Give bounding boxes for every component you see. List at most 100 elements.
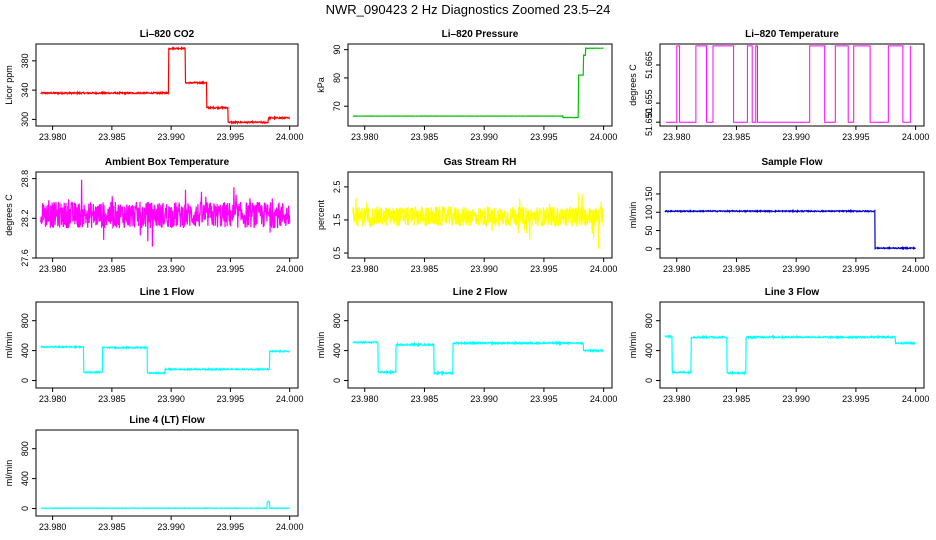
x-tick-label: 24.000: [902, 132, 930, 142]
y-tick-label: 800: [644, 313, 654, 328]
x-tick-label: 23.995: [217, 132, 245, 142]
figure-title: NWR_090423 2 Hz Diagnostics Zoomed 23.5–…: [325, 2, 611, 17]
series-line: [352, 192, 605, 249]
panel-temperature: Li–820 Temperature 23.980 23.985 23.990 23.9…: [628, 29, 929, 142]
x-tick-label: 23.985: [98, 264, 126, 274]
plot-frame: [35, 429, 299, 517]
y-tick-label: 340: [20, 83, 30, 98]
panel-co2: Li–820 CO2 23.980 23.985 23.990 23.995 24.000…: [4, 29, 303, 142]
y-tick-label: 2.5: [332, 181, 342, 194]
x-tick-label: 23.980: [39, 132, 67, 142]
panel-title: Li–820 Temperature: [745, 29, 839, 40]
y-tick-label: 28.8: [20, 170, 30, 188]
x-tick-label: 24.000: [276, 522, 304, 532]
y-tick-label: 70: [332, 101, 342, 111]
x-tick-label: 23.995: [530, 394, 558, 404]
series-line: [666, 45, 911, 123]
x-tick-label: 24.000: [902, 264, 930, 274]
y-tick-label: 0: [332, 378, 342, 383]
y-tick-label: 50: [644, 226, 654, 236]
series-line: [352, 340, 604, 377]
y-tick-label: 51.650: [644, 108, 654, 136]
x-tick-label: 24.000: [902, 394, 930, 404]
x-tick-label: 23.995: [530, 132, 558, 142]
series-line: [40, 344, 290, 375]
plot-frame: [347, 301, 613, 389]
y-tick-label: 51.665: [644, 51, 654, 79]
plot-frame: [659, 301, 925, 389]
y-tick-label: 28.2: [20, 210, 30, 228]
panel-ambient: Ambient Box Temperature 23.980 23.985 23.99…: [4, 157, 303, 274]
x-tick-label: 23.980: [663, 394, 691, 404]
y-tick-label: 300: [20, 112, 30, 127]
y-axis-label: degrees C: [628, 64, 638, 106]
panel-line1: Line 1 Flow 23.980 23.985 23.990 23.995 24.00…: [4, 287, 303, 404]
x-tick-label: 23.995: [842, 394, 870, 404]
x-tick-label: 23.995: [217, 394, 245, 404]
plot-frame: [35, 301, 299, 389]
x-tick-label: 23.990: [157, 522, 185, 532]
x-tick-label: 23.995: [217, 522, 245, 532]
x-tick-label: 23.985: [411, 264, 439, 274]
x-tick-label: 23.990: [470, 264, 498, 274]
x-tick-label: 23.985: [98, 394, 126, 404]
y-axis-label: ml/min: [4, 332, 14, 359]
x-tick-label: 24.000: [590, 394, 618, 404]
y-axis-label: percent: [316, 199, 326, 230]
x-tick-label: 23.985: [723, 264, 751, 274]
y-tick-label: 51.655: [644, 89, 654, 117]
y-axis-label: degrees C: [4, 194, 14, 236]
x-tick-label: 23.980: [351, 264, 379, 274]
x-tick-label: 23.995: [842, 132, 870, 142]
y-tick-label: 80: [332, 73, 342, 83]
x-tick-label: 24.000: [590, 132, 618, 142]
series-line: [664, 334, 916, 376]
y-tick-label: 0: [20, 506, 30, 511]
y-tick-label: 0: [644, 246, 654, 251]
x-tick-label: 24.000: [276, 264, 304, 274]
x-tick-label: 24.000: [276, 132, 304, 142]
x-tick-label: 23.980: [663, 264, 691, 274]
x-tick-label: 23.985: [411, 132, 439, 142]
x-tick-label: 23.990: [470, 394, 498, 404]
panel-title: Ambient Box Temperature: [105, 157, 230, 168]
y-tick-label: 400: [20, 471, 30, 486]
plot-frame: [659, 43, 925, 127]
x-tick-label: 23.990: [157, 264, 185, 274]
x-tick-label: 23.995: [530, 264, 558, 274]
panel-title: Gas Stream RH: [444, 157, 517, 168]
x-tick-label: 23.990: [157, 132, 185, 142]
x-tick-label: 23.990: [782, 132, 810, 142]
y-tick-label: 27.6: [20, 249, 30, 267]
panel-line2: Line 2 Flow 23.980 23.985 23.990 23.995 24.00…: [316, 287, 617, 404]
panel-title: Sample Flow: [761, 157, 822, 168]
y-tick-label: 90: [332, 45, 342, 55]
y-tick-label: 380: [20, 53, 30, 68]
panel-title: Line 2 Flow: [453, 287, 508, 298]
x-tick-label: 23.985: [98, 522, 126, 532]
x-tick-label: 23.990: [470, 132, 498, 142]
y-tick-label: 100: [644, 205, 654, 220]
panel-pressure: Li–820 Pressure 23.980 23.985 23.990 23.995 2…: [316, 29, 617, 142]
x-tick-label: 24.000: [590, 264, 618, 274]
series-line: [40, 45, 290, 125]
panel-title: Li–820 CO2: [140, 29, 195, 40]
x-tick-label: 23.980: [39, 264, 67, 274]
x-tick-label: 23.990: [157, 394, 185, 404]
x-tick-label: 23.985: [723, 394, 751, 404]
x-tick-label: 24.000: [276, 394, 304, 404]
panel-title: Line 4 (LT) Flow: [129, 415, 205, 426]
x-tick-label: 23.985: [411, 394, 439, 404]
y-tick-label: 150: [644, 186, 654, 201]
y-axis-label: Licor ppm: [4, 65, 14, 105]
x-tick-label: 23.980: [39, 522, 67, 532]
y-tick-label: 400: [644, 343, 654, 358]
series-line: [40, 179, 291, 247]
panel-rh: Gas Stream RH 23.980 23.985 23.990 23.995 24.…: [316, 157, 617, 274]
y-tick-label: 800: [20, 313, 30, 328]
y-axis-label: ml/min: [4, 460, 14, 487]
series-line: [40, 500, 290, 510]
plot-frame: [347, 43, 613, 127]
y-tick-label: 0.5: [332, 247, 342, 260]
